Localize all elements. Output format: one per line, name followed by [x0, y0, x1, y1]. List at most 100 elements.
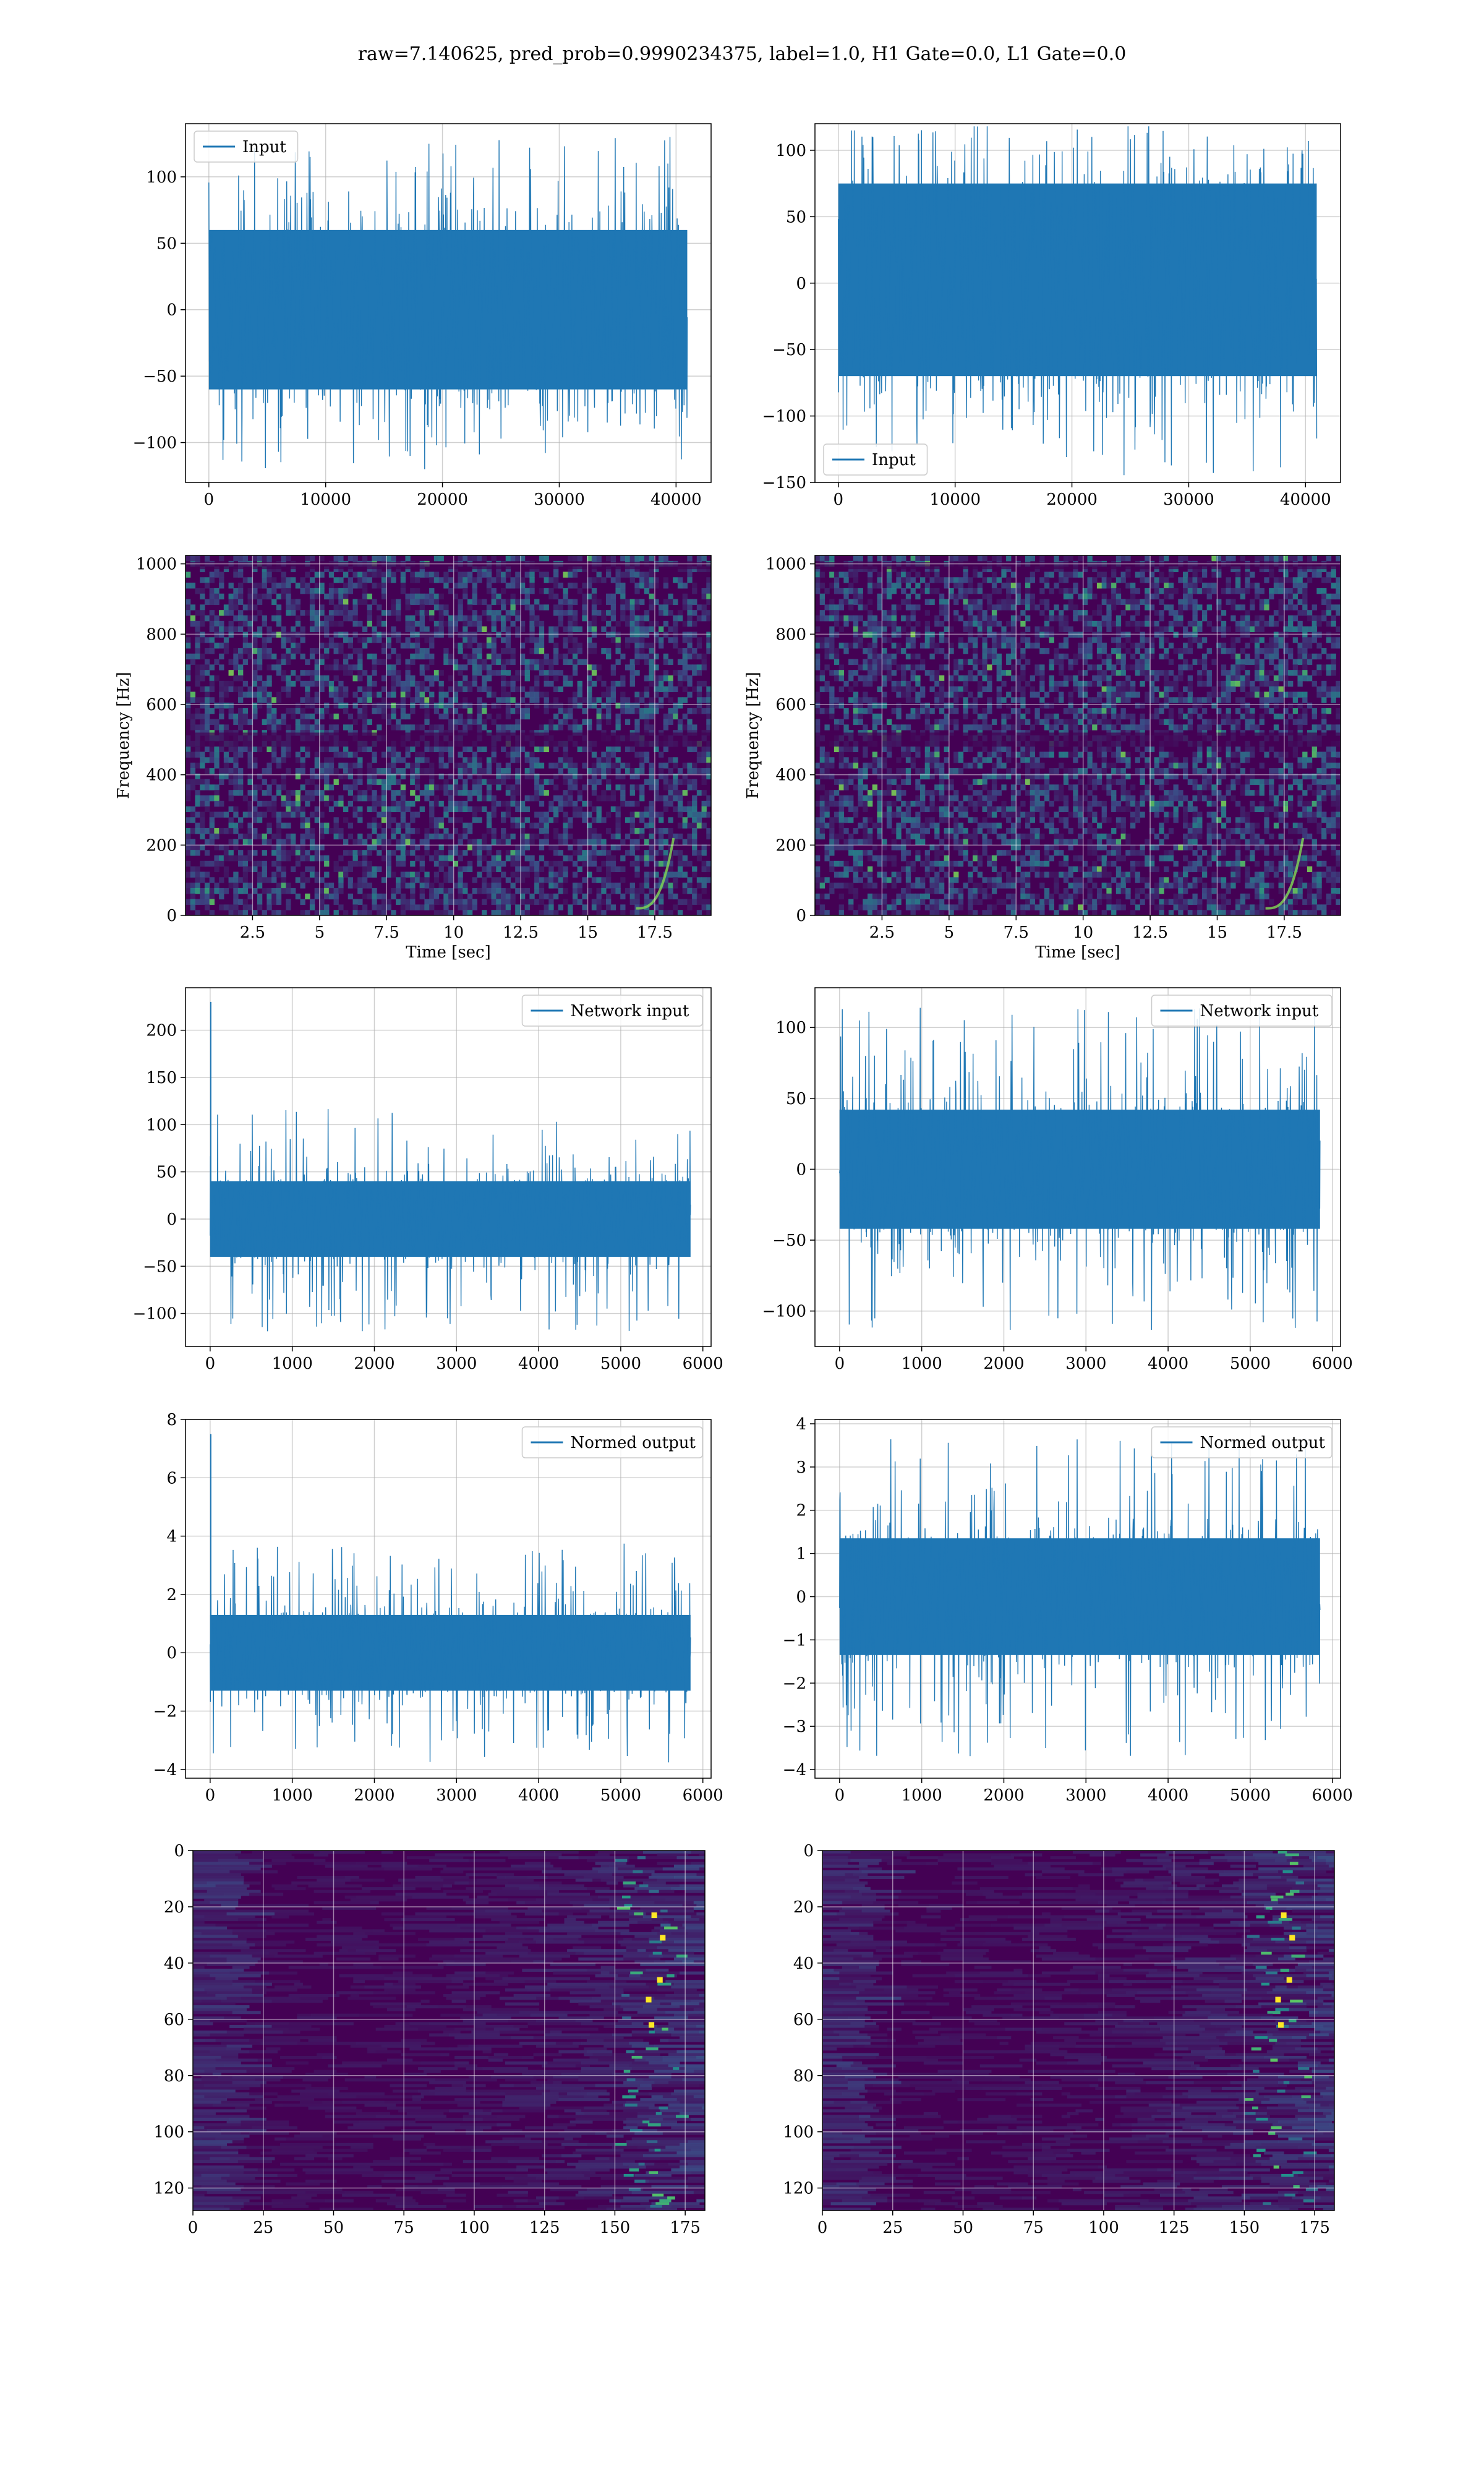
peak-cell [1275, 1997, 1281, 2003]
x-tick-label: 100 [459, 2219, 490, 2237]
axes-frame [814, 123, 1341, 483]
y-tick-label: −100 [133, 434, 177, 453]
y-tick-label: 800 [146, 625, 177, 644]
legend-box [823, 443, 928, 476]
y-tick-label: 0 [796, 275, 806, 293]
x-tick-label: 7.5 [1004, 923, 1029, 942]
x-tick-label: 4000 [1148, 1786, 1188, 1805]
x-tick-label: 40000 [1280, 490, 1331, 509]
x-tick-label: 6000 [1312, 1355, 1353, 1373]
axes-frame [814, 1419, 1341, 1779]
y-tick-label: −50 [772, 1231, 806, 1250]
y-axis-label: Frequency [Hz] [114, 672, 133, 799]
x-tick-label: 5 [944, 923, 955, 942]
y-tick-label: 6 [166, 1469, 177, 1487]
signal-line [210, 1543, 691, 1763]
y-tick-label: 4 [166, 1528, 177, 1546]
x-tick-label: 12.5 [503, 923, 539, 942]
y-tick-label: 50 [786, 208, 806, 226]
x-tick-label: 175 [670, 2219, 701, 2237]
y-tick-label: −100 [762, 408, 806, 426]
peak-cell [660, 1935, 666, 1941]
x-tick-label: 10000 [300, 490, 351, 509]
x-tick-label: 0 [835, 1786, 845, 1805]
y-tick-label: 0 [166, 1644, 177, 1663]
x-tick-label: 2000 [354, 1355, 394, 1373]
y-tick-label: 50 [786, 1090, 806, 1108]
x-tick-label: 4000 [1148, 1355, 1188, 1373]
y-tick-label: 1 [796, 1545, 806, 1564]
legend-label: Normed output [571, 1434, 696, 1452]
feature-map-left-panel: 0 25 50 75 100 125 150 175 0 20 40 60 80 100 120 [153, 1842, 706, 2237]
x-tick-label: 30000 [1163, 490, 1214, 509]
x-tick-label: 0 [205, 1786, 216, 1805]
y-tick-label: 100 [775, 1019, 806, 1037]
x-tick-label: 0 [834, 490, 844, 509]
legend: Network input [521, 995, 703, 1027]
x-tick-label: 6000 [683, 1786, 723, 1805]
x-tick-label: 20000 [1046, 490, 1098, 509]
signal-line [208, 137, 688, 469]
x-tick-label: 1000 [902, 1786, 942, 1805]
x-tick-label: 10 [443, 923, 464, 942]
y-tick-label: 200 [775, 836, 806, 855]
y-tick-label: 120 [153, 2180, 184, 2198]
legend-label: Normed output [1200, 1434, 1326, 1452]
x-tick-label: 6000 [1312, 1786, 1353, 1805]
legend: Input [823, 443, 928, 476]
y-tick-label: 0 [166, 301, 177, 320]
x-tick-label: 0 [835, 1355, 845, 1373]
y-tick-label: 100 [146, 168, 177, 187]
y-tick-label: 2 [166, 1586, 177, 1604]
y-tick-label: −2 [783, 1674, 806, 1693]
y-tick-label: 40 [793, 1954, 814, 1973]
y-tick-label: 0 [796, 1588, 806, 1607]
y-tick-label: 150 [146, 1069, 177, 1087]
legend-box [521, 995, 703, 1027]
y-tick-label: 0 [796, 1160, 806, 1179]
legend-label: Input [872, 451, 916, 469]
x-tick-label: 5000 [600, 1786, 641, 1805]
signal-line [839, 1008, 1321, 1330]
x-tick-label: 0 [205, 1355, 216, 1373]
y-tick-label: 1000 [136, 555, 177, 574]
y-tick-label: 400 [146, 766, 177, 785]
y-tick-label: 20 [793, 1898, 814, 1917]
x-tick-label: 3000 [1065, 1786, 1106, 1805]
x-tick-label: 2.5 [240, 923, 265, 942]
x-tick-label: 5000 [600, 1355, 641, 1373]
x-tick-label: 3000 [1065, 1355, 1106, 1373]
signal-line [839, 1436, 1321, 1757]
peak-cell [1281, 1912, 1287, 1919]
legend: Normed output [521, 1426, 703, 1458]
y-tick-label: 50 [156, 234, 177, 253]
x-tick-label: 0 [817, 2219, 828, 2237]
peak-cell [649, 2022, 655, 2028]
y-tick-label: 50 [156, 1163, 177, 1182]
x-tick-label: 10 [1073, 923, 1093, 942]
y-tick-label: 600 [146, 696, 177, 714]
legend: Input [194, 131, 299, 163]
y-tick-label: −50 [143, 367, 177, 386]
x-tick-label: 5000 [1230, 1355, 1271, 1373]
x-tick-label: 6000 [683, 1355, 723, 1373]
peak-cell [657, 1977, 663, 1983]
peak-cell [1278, 2022, 1284, 2028]
x-tick-label: 30000 [534, 490, 585, 509]
x-tick-label: 75 [394, 2219, 414, 2237]
x-tick-label: 1000 [272, 1786, 313, 1805]
legend-label: Input [242, 138, 286, 156]
x-tick-label: 50 [953, 2219, 973, 2237]
x-tick-label: 3000 [436, 1786, 477, 1805]
y-tick-label: 2 [796, 1502, 806, 1520]
y-tick-label: 800 [775, 625, 806, 644]
x-axis-label: Time [sec] [406, 943, 491, 962]
x-tick-label: 150 [600, 2219, 631, 2237]
y-tick-label: −3 [783, 1718, 806, 1736]
x-tick-label: 10000 [929, 490, 981, 509]
signal-line [210, 1109, 691, 1332]
figure-title: raw=7.140625, pred_prob=0.9990234375, la… [357, 43, 1127, 65]
y-tick-label: 80 [164, 2067, 184, 2086]
legend: Network input [1151, 995, 1333, 1027]
